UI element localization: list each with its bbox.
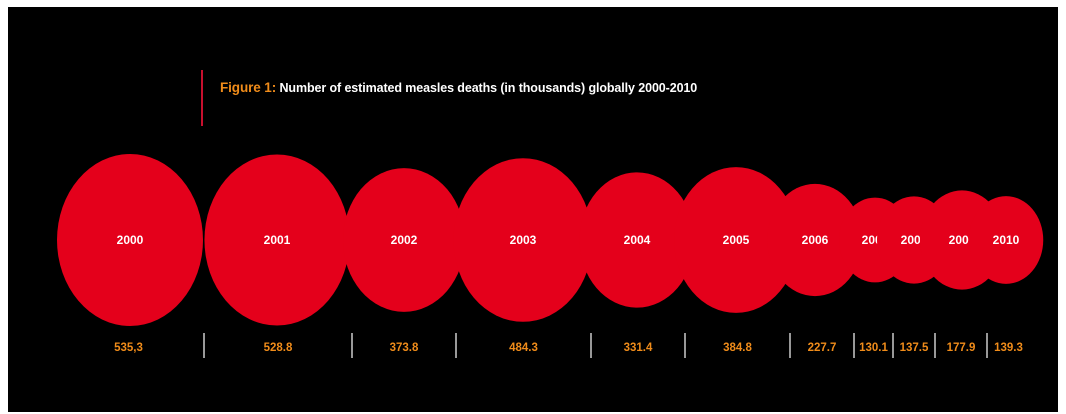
bubble-group: 2003 484.3	[453, 158, 593, 354]
bubble-year-label: 2001	[264, 233, 291, 247]
value-label-2002: 373.8	[390, 342, 419, 354]
bubble-group: 2001 528.8	[204, 154, 350, 354]
bubble-year-label: 2004	[624, 233, 651, 247]
value-label-2008: 137.5	[900, 342, 929, 354]
bubble-year-label: 2005	[723, 233, 750, 247]
value-label-2001: 528.8	[264, 342, 293, 354]
bubble-year-label: 2002	[391, 233, 418, 247]
bubble-group: 2005 384.8	[674, 167, 798, 354]
bubble-2001	[204, 154, 350, 326]
bubble-year-label: 2006	[802, 233, 829, 247]
bubble-group: 2004 331.4	[579, 172, 695, 354]
chart-title: Figure 1: Number of estimated measles de…	[220, 80, 697, 95]
bubble-2010	[968, 196, 1044, 284]
value-label-2007: 130.1	[859, 342, 888, 354]
bubble-group: 2002 373.8	[342, 168, 466, 354]
title-accent-rule	[201, 70, 203, 126]
bubble-2003	[453, 158, 593, 322]
bubble-group: 2000 535,3	[57, 154, 203, 354]
value-label-2003: 484.3	[509, 342, 538, 354]
bubble-2000	[57, 154, 203, 326]
bubble-2005	[674, 167, 798, 313]
value-label-2010: 139.3	[994, 342, 1023, 354]
value-label-2005: 384.8	[723, 342, 752, 354]
bubble-group: 2010 139.3	[968, 196, 1044, 354]
bubble-2004	[579, 172, 695, 308]
bubble-2002	[342, 168, 466, 312]
value-label-2006: 227.7	[808, 342, 837, 354]
bubble-2006	[767, 183, 863, 297]
bubble-year-label: 2000	[117, 233, 144, 247]
value-label-2009: 177.9	[947, 342, 976, 354]
figure-number: Figure 1:	[220, 80, 277, 95]
value-label-2004: 331.4	[624, 342, 653, 354]
bubble-year-label: 2003	[510, 233, 537, 247]
figure-caption: Number of estimated measles deaths (in t…	[279, 81, 698, 95]
bubble-year-label: 2010	[993, 233, 1020, 247]
value-label-2000: 535,3	[114, 342, 143, 354]
bubble-group: 2006 227.7	[767, 183, 863, 354]
